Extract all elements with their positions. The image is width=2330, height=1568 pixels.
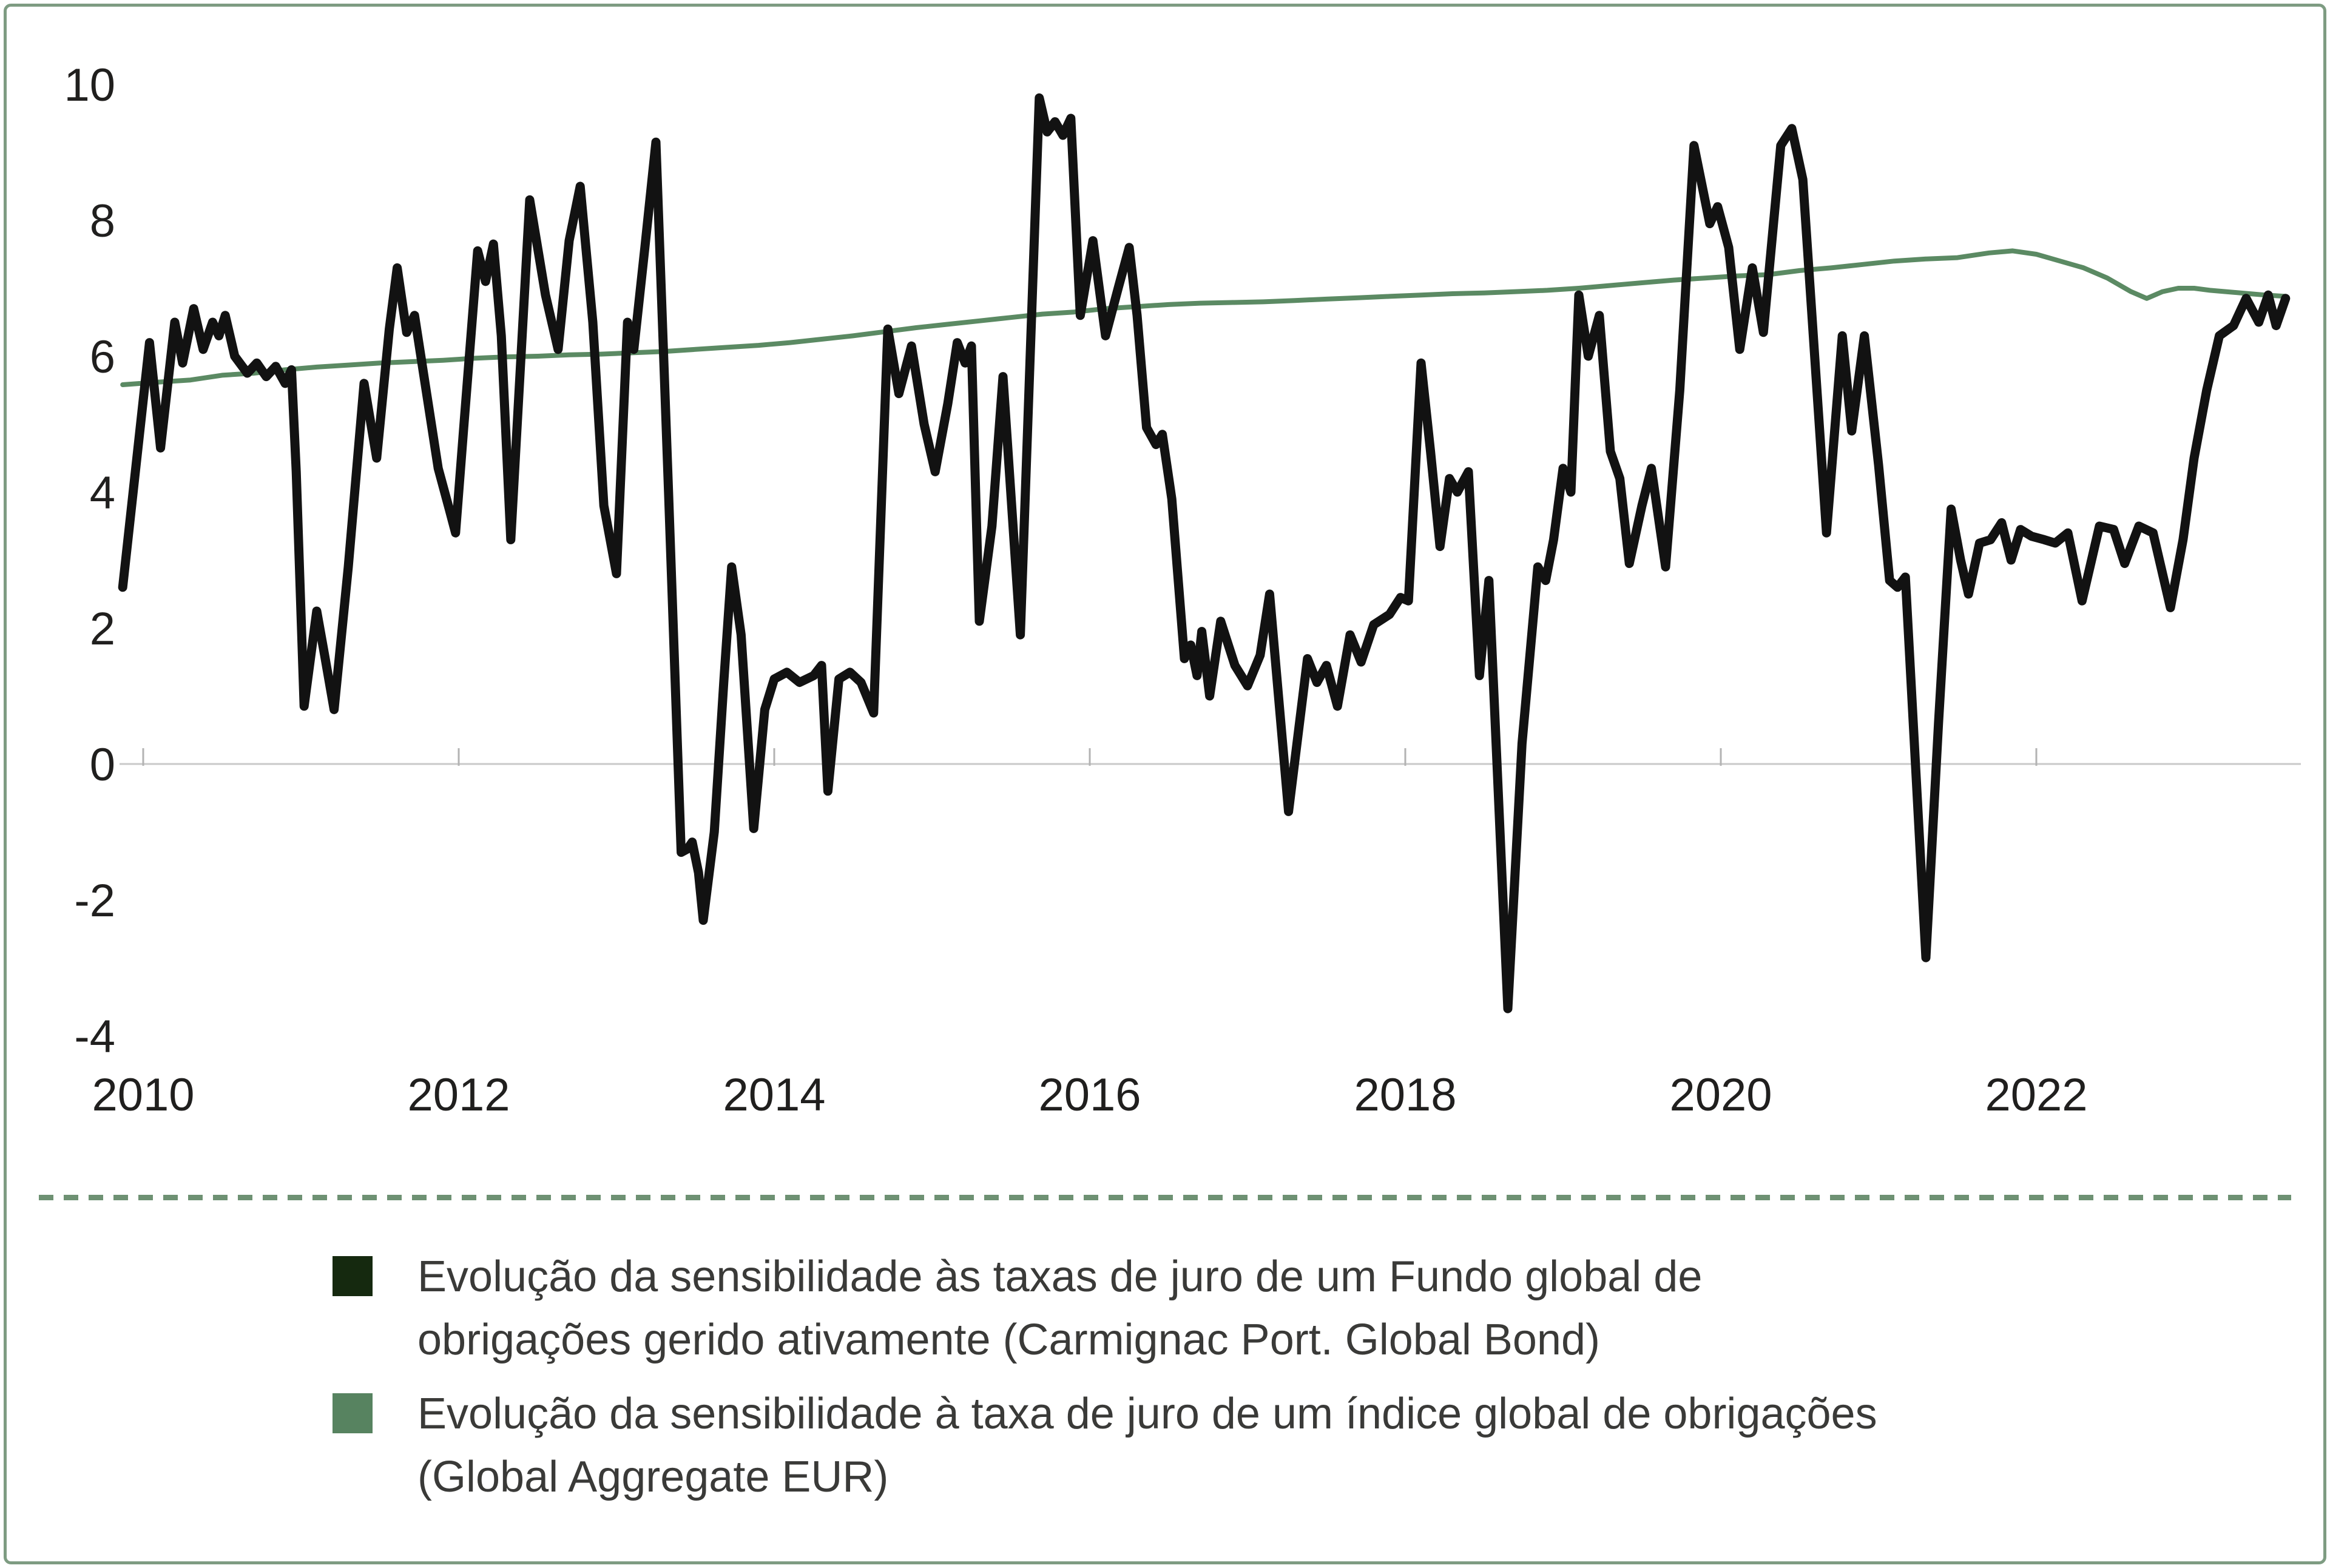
y-axis-label: 8 [90,195,115,247]
legend-label-index: Evolução da sensibilidade à taxa de juro… [417,1382,1877,1509]
legend-label-index-line1: Evolução da sensibilidade à taxa de juro… [417,1390,1877,1438]
x-axis-label: 2014 [723,1069,825,1121]
y-axis-label: 6 [90,331,115,383]
legend-label-fund-line1: Evolução da sensibilidade às taxas de ju… [417,1252,1703,1301]
fund-series-swatch-icon [333,1256,373,1296]
x-axis-label: 2012 [407,1069,510,1121]
y-axis-label: 4 [90,467,115,519]
x-axis-label: 2010 [92,1069,194,1121]
legend-label-fund: Evolução da sensibilidade às taxas de ju… [417,1245,1702,1371]
legend-separator [39,1195,2291,1200]
y-axis-label: 10 [64,59,115,111]
index-series-swatch-icon [333,1393,373,1433]
y-axis-label: 2 [90,603,115,655]
y-axis-label: -4 [74,1011,115,1063]
x-axis-label: 2018 [1354,1069,1456,1121]
y-axis-label: 0 [90,739,115,791]
x-axis-label: 2016 [1038,1069,1141,1121]
x-axis-label: 2020 [1669,1069,1772,1121]
series-line-index [120,248,2288,387]
legend-label-fund-line2: obrigações gerido ativamente (Carmignac … [417,1316,1600,1364]
legend-label-index-line2: (Global Aggregate EUR) [417,1453,889,1501]
series-line-fund [118,93,2291,1013]
y-axis-label: -2 [74,875,115,927]
x-axis-label: 2022 [1985,1069,2087,1121]
